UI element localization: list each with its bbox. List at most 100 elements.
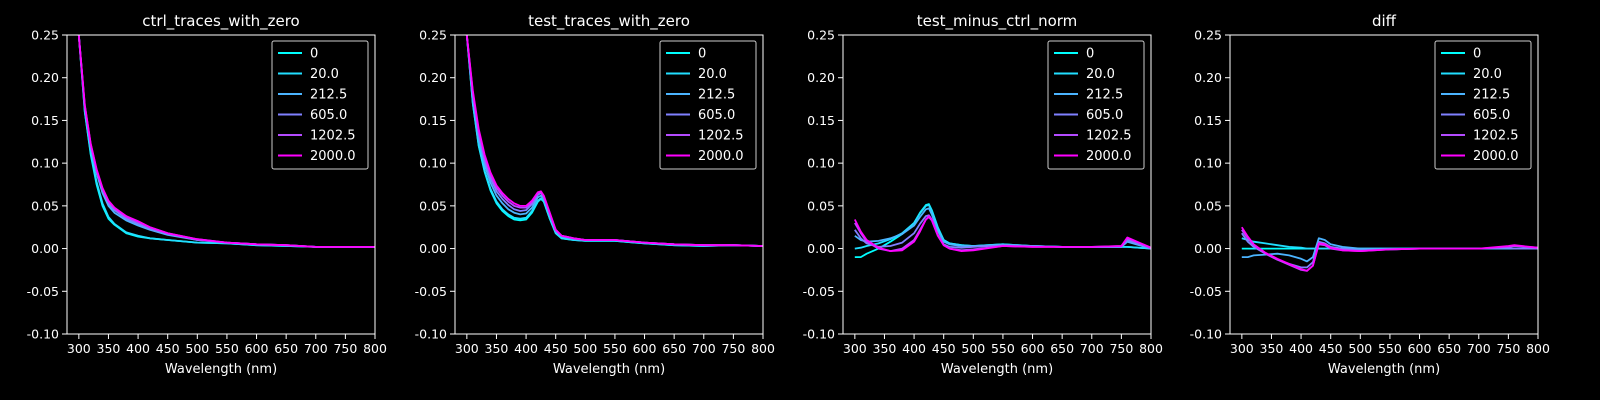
x-tick-label: 300 — [843, 341, 867, 356]
y-tick-label: 0.15 — [31, 113, 59, 128]
y-tick-label: 0.20 — [807, 70, 835, 85]
x-tick-label: 350 — [97, 341, 121, 356]
x-tick-label: 500 — [961, 341, 985, 356]
axes-frame — [1229, 34, 1539, 335]
x-tick-label: 650 — [274, 341, 298, 356]
axes-frame — [66, 34, 376, 335]
y-tick-label: 0.10 — [419, 156, 447, 171]
y-tick-label: 0.05 — [31, 198, 59, 213]
y-tick-label: 0.05 — [1194, 198, 1222, 213]
x-tick-label: 750 — [1109, 341, 1133, 356]
y-tick-label: 0.00 — [807, 241, 835, 256]
y-tick-label: 0.20 — [31, 70, 59, 85]
y-tick-label: 0.25 — [31, 28, 59, 43]
y-tick-label: 0.15 — [419, 113, 447, 128]
x-tick-label: 550 — [991, 341, 1015, 356]
legend-entry: 1202.5 — [698, 129, 744, 144]
y-tick-label: 0.20 — [419, 70, 447, 85]
legend-entry: 1202.5 — [1086, 129, 1132, 144]
legend: 0 20.0 212.5 605.0 1202.5 2000.0 — [659, 40, 757, 170]
x-tick-label: 300 — [455, 341, 479, 356]
x-tick-label: 450 — [156, 341, 180, 356]
chart-title: test_minus_ctrl_norm — [917, 12, 1078, 31]
y-tick-label: -0.05 — [27, 284, 59, 299]
legend-entry: 605.0 — [1473, 108, 1510, 123]
chart-panel-4: 300 350 400 450 500 550 600 650 700 750 800 -0.10 -0… — [1190, 12, 1550, 377]
x-tick-label: 400 — [1289, 341, 1313, 356]
legend-entry: 212.5 — [310, 88, 347, 103]
y-tick-label: -0.10 — [1190, 327, 1222, 342]
y-tick-label: 0.00 — [419, 241, 447, 256]
x-tick-label: 500 — [1348, 341, 1372, 356]
y-tick-label: -0.10 — [803, 327, 835, 342]
legend-entry: 0 — [310, 47, 318, 62]
legend-entry: 2000.0 — [1086, 149, 1132, 164]
x-tick-label: 800 — [363, 341, 387, 356]
x-tick-label: 700 — [692, 341, 716, 356]
legend-entry: 1202.5 — [1473, 129, 1519, 144]
y-tick-label: -0.10 — [27, 327, 59, 342]
y-tick-label: -0.05 — [415, 284, 447, 299]
legend-entry: 212.5 — [1473, 88, 1510, 103]
y-tick-label: -0.05 — [1190, 284, 1222, 299]
legend-entry: 20.0 — [310, 67, 339, 82]
series-lines — [77, 35, 375, 248]
x-tick-label: 650 — [1437, 341, 1461, 356]
x-tick-label: 300 — [1230, 341, 1254, 356]
y-tick-label: 0.20 — [1194, 70, 1222, 85]
x-tick-label: 450 — [544, 341, 568, 356]
x-axis-label: Wavelength (nm) — [1328, 362, 1440, 377]
x-axis-label: Wavelength (nm) — [165, 362, 277, 377]
y-tick-label: -0.10 — [415, 327, 447, 342]
legend-entry: 212.5 — [1086, 88, 1123, 103]
y-tick-label: 0.05 — [807, 198, 835, 213]
legend-entry: 0 — [1473, 47, 1481, 62]
x-tick-label: 750 — [1496, 341, 1520, 356]
y-tick-label: 0.25 — [1194, 28, 1222, 43]
y-tick-label: 0.00 — [1194, 241, 1222, 256]
x-tick-label: 550 — [215, 341, 239, 356]
legend-entry: 0 — [698, 47, 706, 62]
x-tick-label: 650 — [662, 341, 686, 356]
x-tick-label: 700 — [304, 341, 328, 356]
x-tick-label: 600 — [1408, 341, 1432, 356]
legend-entry: 212.5 — [698, 88, 735, 103]
x-tick-label: 400 — [514, 341, 538, 356]
legend: 0 20.0 212.5 605.0 1202.5 2000.0 — [271, 40, 369, 170]
x-tick-label: 750 — [721, 341, 745, 356]
chart-panel-3: 300 350 400 450 500 550 600 650 700 750 800 -0.10 -0… — [803, 12, 1163, 377]
x-tick-label: 450 — [932, 341, 956, 356]
x-tick-label: 800 — [751, 341, 775, 356]
x-tick-label: 350 — [485, 341, 509, 356]
y-tick-label: 0.25 — [419, 28, 447, 43]
legend-entry: 2000.0 — [310, 149, 356, 164]
axes-frame — [454, 34, 764, 335]
series-lines — [853, 203, 1151, 259]
y-tick-label: 0.00 — [31, 241, 59, 256]
x-tick-label: 650 — [1050, 341, 1074, 356]
series-line-2000-0 — [853, 215, 1151, 253]
series-line-2000-0 — [77, 35, 375, 248]
x-tick-label: 600 — [633, 341, 657, 356]
x-tick-label: 550 — [1378, 341, 1402, 356]
series-lines — [1241, 226, 1538, 272]
y-tick-label: 0.15 — [1194, 113, 1222, 128]
chart-title: diff — [1372, 12, 1397, 30]
x-tick-label: 350 — [873, 341, 897, 356]
legend-entry: 20.0 — [1473, 67, 1502, 82]
series-line-2000-0 — [1241, 226, 1538, 272]
y-tick-label: 0.25 — [807, 28, 835, 43]
x-axis-label: Wavelength (nm) — [553, 362, 665, 377]
legend-entry: 605.0 — [310, 108, 347, 123]
x-tick-label: 300 — [67, 341, 91, 356]
x-tick-label: 500 — [185, 341, 209, 356]
x-tick-label: 500 — [573, 341, 597, 356]
legend-entry: 2000.0 — [1473, 149, 1519, 164]
chart-title: test_traces_with_zero — [528, 12, 690, 31]
legend-entry: 0 — [1086, 47, 1094, 62]
x-tick-label: 700 — [1080, 341, 1104, 356]
x-tick-label: 750 — [333, 341, 357, 356]
chart-panel-1: 300 350 400 450 500 550 600 650 700 750 800 -0.10 -0… — [27, 12, 387, 377]
legend-entry: 605.0 — [698, 108, 735, 123]
